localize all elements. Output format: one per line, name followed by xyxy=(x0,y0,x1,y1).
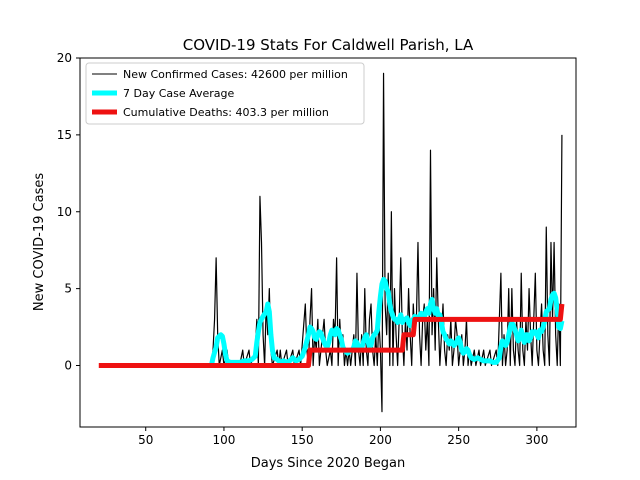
x-tick-label: 50 xyxy=(138,433,153,447)
y-tick-label: 10 xyxy=(57,205,72,219)
x-tick-label: 250 xyxy=(447,433,470,447)
series-cumulative-deaths-line xyxy=(98,303,565,368)
y-tick-label: 20 xyxy=(57,51,72,65)
legend-box xyxy=(85,62,365,125)
legend-label-7-day-average: 7 Day Case Average xyxy=(123,87,235,100)
y-axis-label: New COVID-19 Cases xyxy=(32,173,47,311)
plot-series-layer xyxy=(98,72,565,413)
legend: New Confirmed Cases: 42600 per million 7… xyxy=(85,62,365,125)
x-tick-label: 300 xyxy=(525,433,548,447)
plot-area-frame xyxy=(79,57,577,428)
legend-label-cumulative-deaths: Cumulative Deaths: 403.3 per million xyxy=(123,106,329,119)
y-tick-label: 0 xyxy=(64,359,72,373)
chart-title: COVID-19 Stats For Caldwell Parish, LA xyxy=(183,36,474,54)
x-tick-label: 200 xyxy=(369,433,392,447)
x-axis-label: Days Since 2020 Began xyxy=(251,456,406,471)
series-7-day-average-line xyxy=(208,276,565,367)
x-tick-label: 150 xyxy=(291,433,314,447)
x-tick-label: 100 xyxy=(212,433,235,447)
y-tick-label: 15 xyxy=(57,128,72,142)
y-tick-label: 5 xyxy=(64,282,72,296)
y-axis-ticks: 0 5 10 15 20 xyxy=(57,51,80,373)
legend-label-new-cases: New Confirmed Cases: 42600 per million xyxy=(123,68,348,81)
x-axis-ticks: 50 100 150 200 250 300 xyxy=(138,427,548,447)
